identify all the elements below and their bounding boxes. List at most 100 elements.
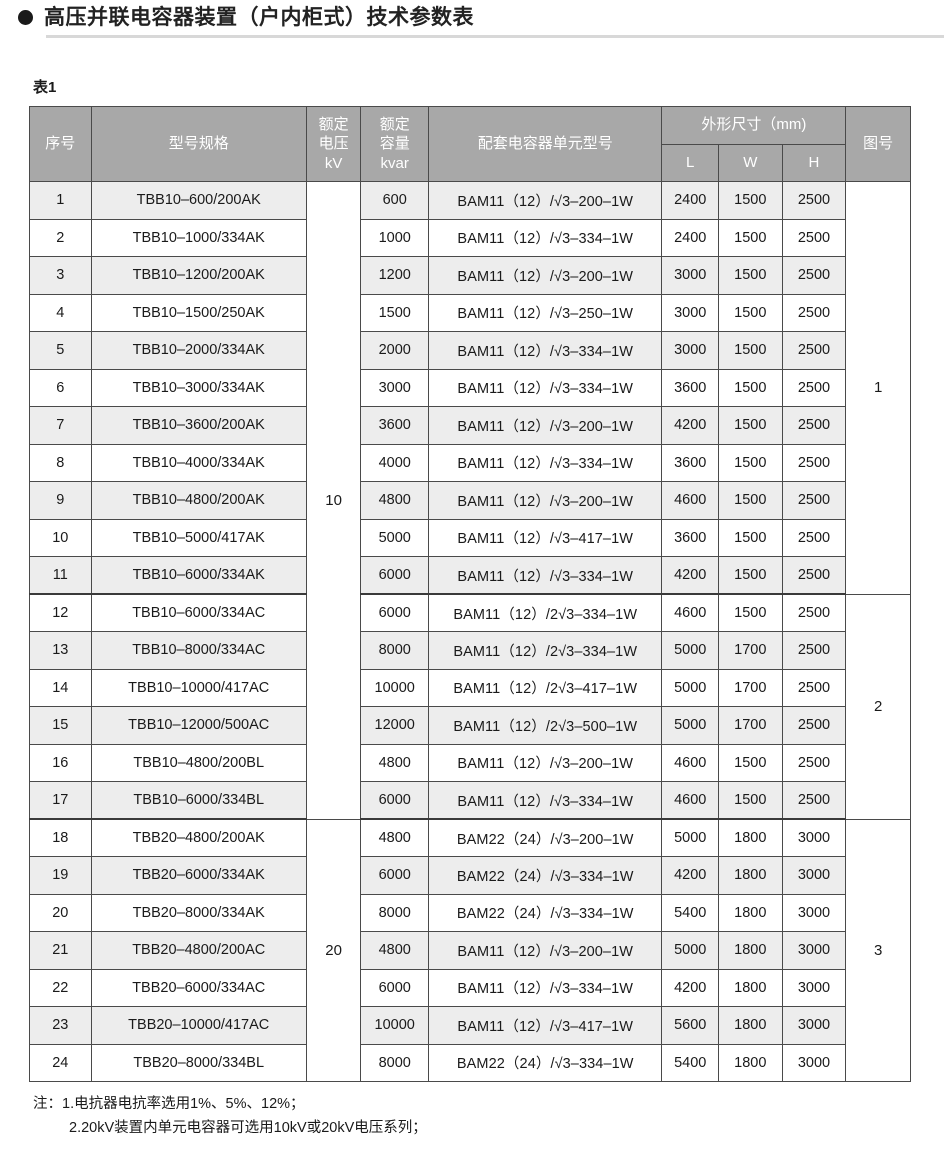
cell-dim-l: 3000 xyxy=(661,293,719,333)
table-row: 8 TBB10–4000/334AK 4000 BAM11（12）/√3–334–1W… xyxy=(29,443,911,483)
cell-unit-model: BAM11（12）/√3–334–1W xyxy=(428,968,663,1008)
cell-dim-l: 5400 xyxy=(661,1043,719,1083)
cell-rated-capacity: 4800 xyxy=(360,481,430,520)
cell-dim-h: 2500 xyxy=(781,443,847,483)
cell-unit-model: BAM11（12）/√3–334–1W xyxy=(428,443,663,483)
table-row: 13 TBB10–8000/334AC 8000 BAM11（12）/2√3–334–… xyxy=(29,631,911,670)
table-row: 3 TBB10–1200/200AK 1200 BAM11（12）/√3–200–1W… xyxy=(29,256,911,295)
cell-dim-l: 3000 xyxy=(661,331,719,370)
table-row: 18 TBB20–4800/200AK 20 4800 BAM22（24）/√3–200… xyxy=(29,818,911,1083)
cell-rated-capacity: 600 xyxy=(360,181,430,220)
cell-seq: 24 xyxy=(29,1043,92,1083)
cell-seq: 9 xyxy=(29,481,92,520)
cell-rated-capacity: 2000 xyxy=(360,331,430,370)
cell-dim-h: 2500 xyxy=(781,518,847,558)
cell-unit-model: BAM11（12）/2√3–334–1W xyxy=(428,593,663,633)
cell-seq: 20 xyxy=(29,893,92,933)
cell-unit-model: BAM22（24）/√3–334–1W xyxy=(428,856,663,895)
cell-dim-w: 1700 xyxy=(717,706,783,745)
cell-dim-h: 2500 xyxy=(781,406,847,445)
cell-model: TBB10–1200/200AK xyxy=(90,256,307,295)
cell-unit-model: BAM11（12）/√3–334–1W xyxy=(428,331,663,370)
cell-seq: 19 xyxy=(29,856,92,895)
cell-dim-l: 3600 xyxy=(661,368,719,408)
cell-model: TBB10–4800/200BL xyxy=(90,743,307,783)
table-row: 20 TBB20–8000/334AK 8000 BAM22（24）/√3–334–1… xyxy=(29,893,911,933)
cell-dim-w: 1500 xyxy=(717,518,783,558)
cell-dim-w: 1800 xyxy=(717,931,783,970)
cell-rated-capacity: 4000 xyxy=(360,443,430,483)
cell-unit-model: BAM11（12）/√3–334–1W xyxy=(428,218,663,258)
cell-rated-capacity: 3600 xyxy=(360,406,430,445)
cell-dim-w: 1500 xyxy=(717,556,783,596)
header-rated-capacity: 额定 容量 kvar xyxy=(360,106,430,183)
cell-unit-model: BAM11（12）/√3–200–1W xyxy=(428,256,663,295)
note-line-1: 注：1.电抗器电抗率选用1%、5%、12%； xyxy=(33,1096,305,1113)
cell-seq: 7 xyxy=(29,406,92,445)
cell-dim-l: 4600 xyxy=(661,593,719,633)
table-row: 9 TBB10–4800/200AK 4800 BAM11（12）/√3–200–1W… xyxy=(29,481,911,520)
cell-model: TBB20–4800/200AK xyxy=(90,818,307,858)
cell-model: TBB20–4800/200AC xyxy=(90,931,307,970)
cell-unit-model: BAM11（12）/2√3–500–1W xyxy=(428,706,663,745)
cell-model: TBB10–3000/334AK xyxy=(90,368,307,408)
cell-model: TBB10–5000/417AK xyxy=(90,518,307,558)
cell-seq: 21 xyxy=(29,931,92,970)
cell-model: TBB20–8000/334BL xyxy=(90,1043,307,1083)
cell-figure-no: 1 xyxy=(845,181,911,595)
cell-rated-capacity: 12000 xyxy=(360,706,430,745)
header-dimensions: 外形尺寸（mm) xyxy=(661,106,847,145)
cell-unit-model: BAM11（12）/√3–200–1W xyxy=(428,743,663,783)
cell-dim-h: 3000 xyxy=(781,931,847,970)
cell-rated-capacity: 1000 xyxy=(360,218,430,258)
cell-rated-capacity: 8000 xyxy=(360,631,430,670)
cell-rated-capacity: 8000 xyxy=(360,1043,430,1083)
cell-unit-model: BAM11（12）/√3–334–1W xyxy=(428,368,663,408)
cell-rated-capacity: 3000 xyxy=(360,368,430,408)
cell-dim-w: 1500 xyxy=(717,743,783,783)
table-row: 14 TBB10–10000/417AC 10000 BAM11（12）/2√3–41… xyxy=(29,668,911,708)
cell-rated-capacity: 6000 xyxy=(360,556,430,596)
filled-circle-bullet-icon xyxy=(18,10,33,26)
cell-unit-model: BAM22（24）/√3–334–1W xyxy=(428,1043,663,1083)
cell-model: TBB10–6000/334AK xyxy=(90,556,307,596)
cell-dim-l: 3600 xyxy=(661,443,719,483)
table-head: 序号 型号规格 额定 电压 kV 额定 容量 kvar 配套电容器单元型号 外形… xyxy=(29,106,911,183)
cell-seq: 3 xyxy=(29,256,92,295)
cell-dim-w: 1500 xyxy=(717,593,783,633)
cell-dim-w: 1500 xyxy=(717,181,783,220)
cell-model: TBB10–10000/417AC xyxy=(90,668,307,708)
cell-dim-l: 4200 xyxy=(661,968,719,1008)
cell-figure-no: 2 xyxy=(845,593,911,820)
cell-seq: 1 xyxy=(29,181,92,220)
cell-rated-voltage: 20 xyxy=(305,818,362,1083)
cell-dim-l: 4200 xyxy=(661,856,719,895)
cell-dim-l: 4600 xyxy=(661,781,719,821)
cell-model: TBB10–2000/334AK xyxy=(90,331,307,370)
title-divider xyxy=(46,35,944,39)
cell-rated-capacity: 5000 xyxy=(360,518,430,558)
cell-model: TBB20–6000/334AK xyxy=(90,856,307,895)
cell-dim-l: 5000 xyxy=(661,818,719,858)
cell-dim-w: 1500 xyxy=(717,368,783,408)
table-row: 2 TBB10–1000/334AK 1000 BAM11（12）/√3–334–1W… xyxy=(29,218,911,258)
cell-dim-l: 5600 xyxy=(661,1006,719,1045)
cell-dim-w: 1800 xyxy=(717,1006,783,1045)
cell-rated-capacity: 8000 xyxy=(360,893,430,933)
cell-seq: 16 xyxy=(29,743,92,783)
cell-rated-capacity: 1200 xyxy=(360,256,430,295)
cell-rated-capacity: 4800 xyxy=(360,818,430,858)
cell-unit-model: BAM11（12）/√3–417–1W xyxy=(428,518,663,558)
cell-dim-h: 2500 xyxy=(781,256,847,295)
cell-model: TBB10–4800/200AK xyxy=(90,481,307,520)
cell-dim-h: 3000 xyxy=(781,893,847,933)
header-dim-h: H xyxy=(781,143,847,183)
header-rated-capacity-unit: kvar xyxy=(380,154,409,172)
table-row: 22 TBB20–6000/334AC 6000 BAM11（12）/√3–334–1… xyxy=(29,968,911,1008)
cell-seq: 15 xyxy=(29,706,92,745)
cell-model: TBB20–6000/334AC xyxy=(90,968,307,1008)
cell-seq: 17 xyxy=(29,781,92,821)
cell-figure-no: 3 xyxy=(845,818,911,1083)
header-unit-model: 配套电容器单元型号 xyxy=(428,106,663,183)
header-dim-l: L xyxy=(661,143,719,183)
